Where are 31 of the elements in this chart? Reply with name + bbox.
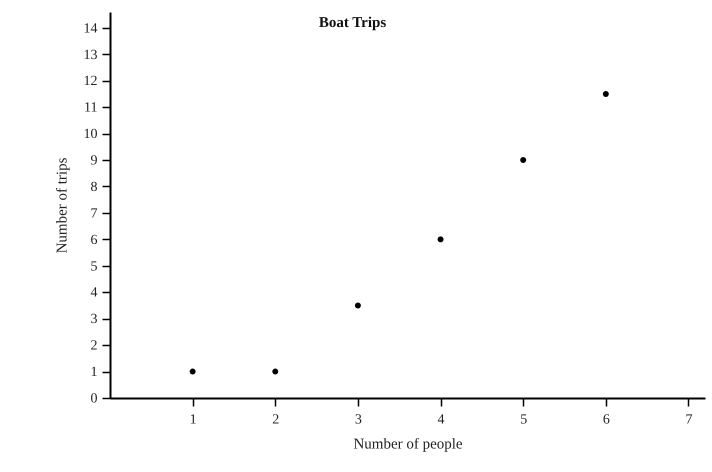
y-tick-label: 9 — [90, 154, 98, 169]
x-axis-title: Number of people — [353, 436, 463, 452]
y-tick-label: 12 — [84, 74, 98, 90]
y-tick-label: 3 — [90, 312, 98, 328]
y-tick-label: 11 — [84, 100, 98, 116]
y-axis-title: Number of trips — [54, 157, 70, 254]
y-tick-label: 5 — [90, 259, 98, 274]
x-tick-label: 3 — [354, 412, 362, 428]
point — [438, 236, 444, 242]
y-tick-label: 10 — [84, 127, 98, 142]
y-tick-label: 14 — [84, 21, 98, 36]
y-tick-label: 13 — [84, 48, 98, 63]
y-tick-label: 7 — [90, 206, 98, 222]
y-tick-label: 6 — [90, 232, 98, 248]
x-tick-label: 5 — [520, 412, 528, 428]
point — [602, 90, 609, 97]
x-tick-label: 1 — [190, 412, 197, 428]
x-tick-label: 7 — [685, 412, 692, 428]
y-tick-label: 2 — [90, 338, 98, 354]
x-tick-label: 2 — [272, 412, 280, 428]
x-tick-label: 6 — [602, 412, 610, 428]
point — [520, 157, 526, 164]
y-tick-label: 4 — [90, 286, 98, 301]
point — [354, 302, 361, 308]
chart-title: Boat Trips — [318, 15, 386, 31]
y-tick-label: 0 — [90, 392, 98, 406]
x-tick-label: 4 — [438, 412, 445, 428]
y-tick-label: 1 — [90, 365, 98, 380]
point — [272, 368, 278, 375]
y-tick-label: 8 — [90, 180, 98, 195]
point — [190, 368, 196, 375]
